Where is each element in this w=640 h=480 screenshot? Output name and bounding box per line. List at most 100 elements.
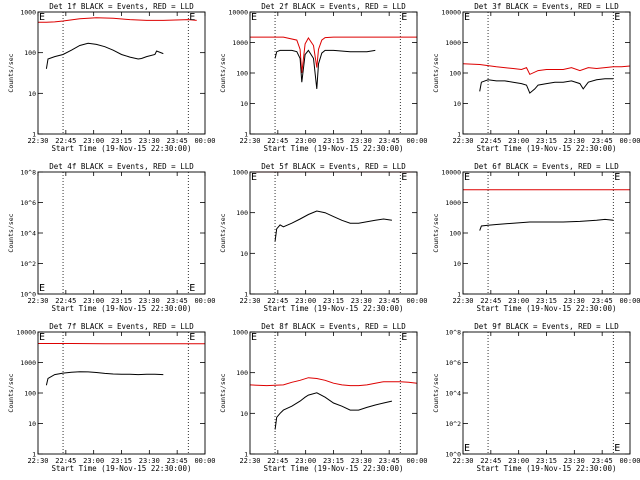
x-tick-label: 22:30 xyxy=(452,297,473,305)
x-tick-label: 00:00 xyxy=(619,457,640,465)
x-tick-label: 23:45 xyxy=(167,297,188,305)
x-tick-label: 23:00 xyxy=(83,137,104,145)
x-tick-label: 23:15 xyxy=(111,457,132,465)
y-tick-label: 10^6 xyxy=(20,199,36,207)
series-line-lld xyxy=(249,377,418,387)
e-marker: E xyxy=(464,172,470,183)
e-marker: E xyxy=(251,12,257,23)
y-tick-label: 10^0 xyxy=(20,291,36,299)
x-tick-label: 00:00 xyxy=(406,297,427,305)
chart-panel-1: Det 1f BLACK = Events, RED = LLD 22:30 22:… xyxy=(7,2,216,153)
x-tick-label: 23:00 xyxy=(295,297,316,305)
x-tick-label: 22:45 xyxy=(55,297,76,305)
x-tick-label: 23:45 xyxy=(592,297,613,305)
chart-panel-2: Det 2f BLACK = Events, RED = LLD 22:30 22:… xyxy=(219,2,428,153)
y-axis-label: Counts/sec xyxy=(219,213,227,252)
series-line-events xyxy=(45,371,164,386)
x-tick-label: 23:00 xyxy=(508,137,529,145)
e-marker: E xyxy=(189,332,195,343)
chart-title: Det 8f BLACK = Events, RED = LLD xyxy=(261,322,406,331)
y-tick-label: 1 xyxy=(244,451,248,459)
y-tick-label: 10^6 xyxy=(445,359,461,367)
y-tick-label: 1000 xyxy=(445,39,461,47)
x-tick-label: 22:45 xyxy=(55,457,76,465)
e-marker: E xyxy=(614,443,620,454)
x-tick-label: 23:45 xyxy=(379,137,400,145)
y-tick-label: 1000 xyxy=(232,39,248,47)
chart-panel-4: Det 4f BLACK = Events, RED = LLD 22:30 22:… xyxy=(7,162,216,313)
y-tick-label: 10 xyxy=(453,260,461,268)
x-tick-label: 23:15 xyxy=(111,137,132,145)
chart-title: Det 6f BLACK = Events, RED = LLD xyxy=(474,162,619,171)
x-tick-label: 23:30 xyxy=(351,457,372,465)
x-tick-label: 22:45 xyxy=(267,297,288,305)
x-axis-label: Start Time (19-Nov-15 22:30:00) xyxy=(477,464,617,473)
x-tick-label: 23:00 xyxy=(508,297,529,305)
y-tick-label: 1 xyxy=(32,451,36,459)
y-tick-label: 10 xyxy=(28,90,36,98)
e-marker: E xyxy=(189,283,195,294)
y-tick-label: 1 xyxy=(32,131,36,139)
e-marker: E xyxy=(39,12,45,23)
x-tick-label: 23:00 xyxy=(83,297,104,305)
x-tick-label: 00:00 xyxy=(406,457,427,465)
x-tick-label: 23:00 xyxy=(83,457,104,465)
x-tick-label: 23:45 xyxy=(592,457,613,465)
y-tick-label: 1000 xyxy=(20,359,36,367)
y-tick-label: 100 xyxy=(236,70,248,78)
y-tick-label: 1000 xyxy=(232,329,248,337)
chart-title: Det 4f BLACK = Events, RED = LLD xyxy=(49,162,194,171)
y-tick-label: 10^4 xyxy=(20,230,36,238)
y-tick-label: 10000 xyxy=(228,9,248,17)
chart-panel-9: Det 9f BLACK = Events, RED = LLD 22:30 22:… xyxy=(432,322,640,473)
y-tick-label: 100 xyxy=(24,49,36,57)
y-axis-label: Counts/sec xyxy=(432,53,440,92)
y-axis-label: Counts/sec xyxy=(432,213,440,252)
y-tick-label: 10 xyxy=(240,100,248,108)
x-tick-label: 22:45 xyxy=(480,297,501,305)
x-tick-label: 00:00 xyxy=(194,297,215,305)
x-tick-label: 23:45 xyxy=(379,297,400,305)
chart-title: Det 7f BLACK = Events, RED = LLD xyxy=(49,322,194,331)
y-axis-label: Counts/sec xyxy=(219,373,227,412)
chart-title: Det 3f BLACK = Events, RED = LLD xyxy=(474,2,619,11)
series-line-events xyxy=(479,78,614,94)
x-tick-label: 23:15 xyxy=(323,297,344,305)
x-tick-label: 22:30 xyxy=(452,457,473,465)
e-marker: E xyxy=(464,443,470,454)
x-tick-label: 22:45 xyxy=(267,137,288,145)
x-axis-label: Start Time (19-Nov-15 22:30:00) xyxy=(477,144,617,153)
e-marker: E xyxy=(39,283,45,294)
x-tick-label: 23:45 xyxy=(592,137,613,145)
series-line-events xyxy=(274,49,376,89)
y-tick-label: 10 xyxy=(240,250,248,258)
x-tick-label: 23:45 xyxy=(167,137,188,145)
x-tick-label: 00:00 xyxy=(194,457,215,465)
x-tick-label: 22:30 xyxy=(27,457,48,465)
x-tick-label: 22:30 xyxy=(239,457,260,465)
x-tick-label: 22:30 xyxy=(27,297,48,305)
x-tick-label: 23:15 xyxy=(323,457,344,465)
y-tick-label: 10000 xyxy=(16,329,36,337)
chart-panel-3: Det 3f BLACK = Events, RED = LLD 22:30 22:… xyxy=(432,2,640,153)
e-marker: E xyxy=(251,172,257,183)
x-tick-label: 23:30 xyxy=(351,297,372,305)
e-marker: E xyxy=(39,332,45,343)
y-tick-label: 1 xyxy=(244,291,248,299)
x-tick-label: 22:45 xyxy=(480,457,501,465)
x-tick-label: 22:30 xyxy=(239,137,260,145)
y-tick-label: 100 xyxy=(236,209,248,217)
y-tick-label: 1000 xyxy=(20,9,36,17)
series-line-lld xyxy=(462,63,631,76)
e-marker: E xyxy=(401,172,407,183)
chart-title: Det 9f BLACK = Events, RED = LLD xyxy=(474,322,619,331)
x-tick-label: 23:00 xyxy=(508,457,529,465)
e-marker: E xyxy=(401,12,407,23)
e-marker: E xyxy=(614,172,620,183)
y-tick-label: 100 xyxy=(24,390,36,398)
y-axis-label: Counts/sec xyxy=(7,373,15,412)
x-tick-label: 23:30 xyxy=(564,457,585,465)
x-tick-label: 23:45 xyxy=(167,457,188,465)
x-tick-label: 23:15 xyxy=(536,457,557,465)
x-tick-label: 22:30 xyxy=(239,297,260,305)
